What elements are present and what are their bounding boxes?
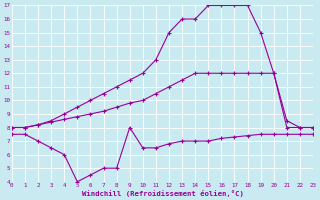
X-axis label: Windchill (Refroidissement éolien,°C): Windchill (Refroidissement éolien,°C) [82, 190, 244, 197]
